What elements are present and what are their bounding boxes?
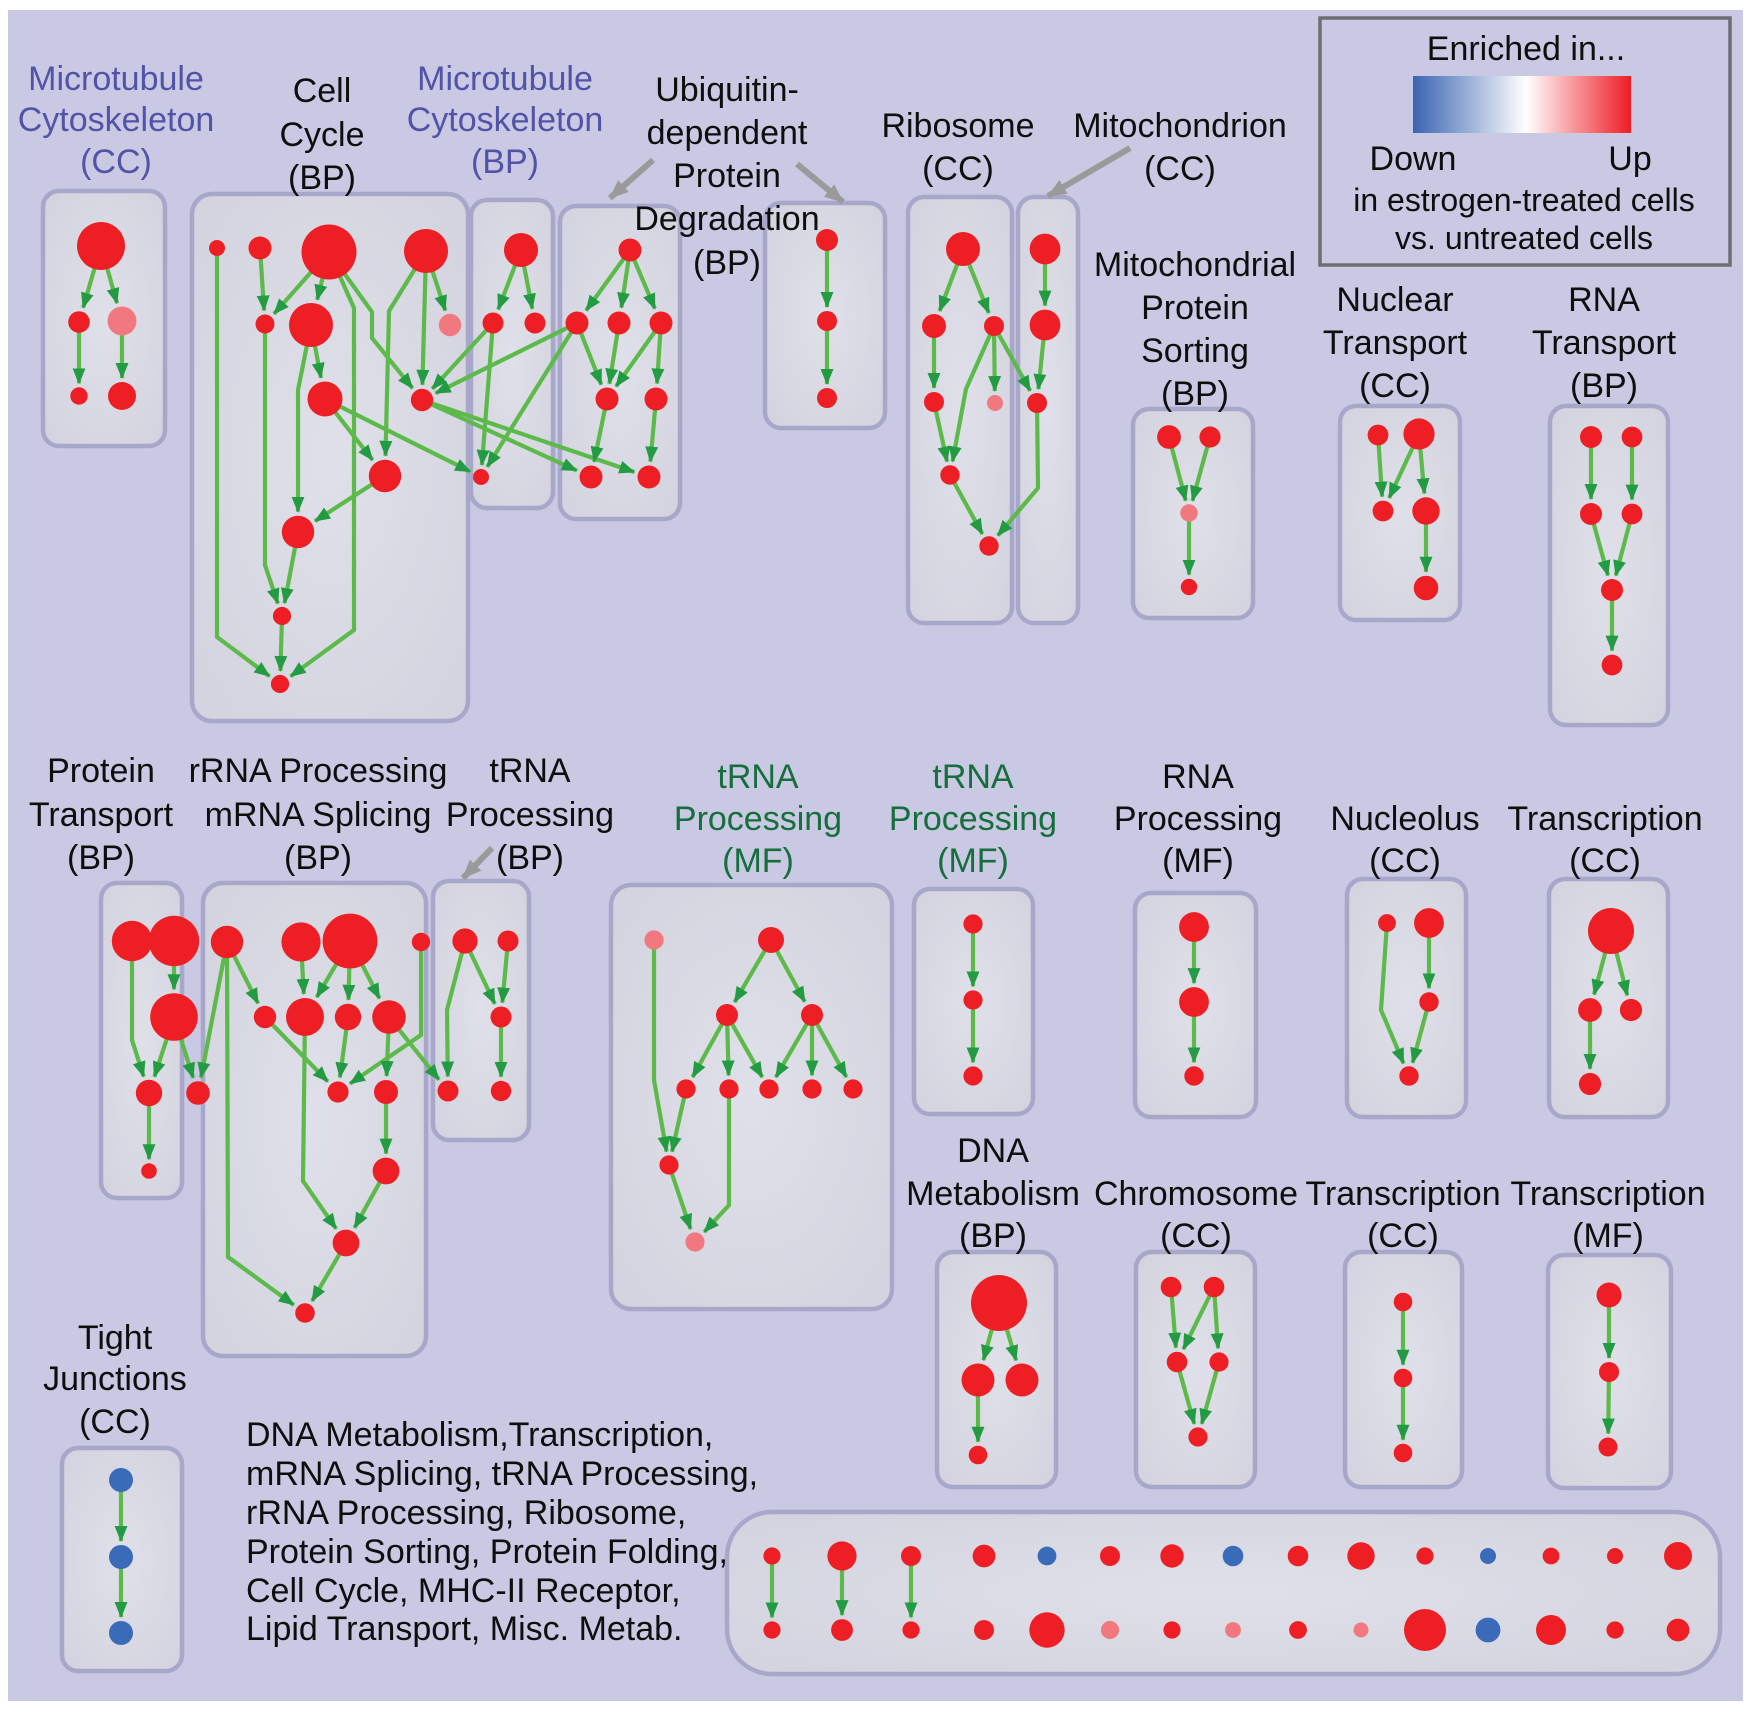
svg-text:Ubiquitin-: Ubiquitin- (655, 71, 799, 109)
svg-text:(BP): (BP) (67, 839, 135, 877)
svg-text:(MF): (MF) (722, 842, 794, 880)
svg-text:dependent: dependent (647, 114, 808, 152)
svg-text:Cell Cycle, MHC-II Receptor,: Cell Cycle, MHC-II Receptor, (246, 1572, 681, 1610)
svg-text:Lipid Transport, Misc. Metab.: Lipid Transport, Misc. Metab. (246, 1610, 683, 1648)
svg-text:(CC): (CC) (80, 143, 152, 181)
svg-text:(MF): (MF) (937, 842, 1009, 880)
svg-text:Protein Sorting, Protein Foldi: Protein Sorting, Protein Folding, (246, 1533, 728, 1571)
svg-text:Transport: Transport (1323, 324, 1468, 362)
svg-text:mRNA Splicing, tRNA Processing: mRNA Splicing, tRNA Processing, (246, 1455, 758, 1493)
svg-text:(CC): (CC) (1359, 367, 1431, 405)
svg-text:(CC): (CC) (1160, 1217, 1232, 1255)
svg-text:Transport: Transport (29, 796, 174, 834)
svg-text:(MF): (MF) (1162, 842, 1234, 880)
svg-text:(BP): (BP) (284, 839, 352, 877)
svg-text:(MF): (MF) (1572, 1217, 1644, 1255)
svg-text:(BP): (BP) (471, 143, 539, 181)
svg-text:Protein: Protein (673, 157, 781, 195)
svg-text:(BP): (BP) (693, 244, 761, 282)
svg-text:Junctions: Junctions (43, 1360, 187, 1398)
svg-text:Cytoskeleton: Cytoskeleton (18, 101, 215, 139)
svg-text:RNA: RNA (1568, 281, 1640, 319)
svg-text:(CC): (CC) (1369, 842, 1441, 880)
svg-text:(CC): (CC) (1569, 842, 1641, 880)
svg-text:Enriched in...: Enriched in... (1427, 30, 1625, 68)
svg-text:DNA: DNA (957, 1132, 1029, 1170)
svg-text:(BP): (BP) (959, 1217, 1027, 1255)
svg-text:rRNA Processing, Ribosome,: rRNA Processing, Ribosome, (246, 1494, 686, 1532)
svg-text:tRNA: tRNA (489, 752, 571, 790)
svg-text:mRNA Splicing: mRNA Splicing (205, 796, 432, 834)
svg-text:Protein: Protein (47, 752, 155, 790)
svg-text:(CC): (CC) (1144, 150, 1216, 188)
svg-text:Processing: Processing (1114, 800, 1282, 838)
svg-text:Up: Up (1608, 140, 1651, 178)
svg-text:Sorting: Sorting (1141, 332, 1249, 370)
svg-text:tRNA: tRNA (932, 758, 1014, 796)
svg-text:(BP): (BP) (288, 159, 356, 197)
svg-text:Mitochondrion: Mitochondrion (1073, 107, 1287, 145)
svg-text:Mitochondrial: Mitochondrial (1094, 246, 1296, 284)
svg-text:Cycle: Cycle (279, 116, 364, 154)
svg-text:Cell: Cell (293, 72, 352, 110)
svg-text:RNA: RNA (1162, 758, 1234, 796)
svg-text:Metabolism: Metabolism (906, 1175, 1080, 1213)
svg-text:vs. untreated cells: vs. untreated cells (1395, 220, 1653, 256)
svg-text:(BP): (BP) (1161, 375, 1229, 413)
svg-text:rRNA Processing: rRNA Processing (189, 752, 448, 790)
svg-text:Chromosome: Chromosome (1094, 1175, 1298, 1213)
svg-text:Down: Down (1370, 140, 1457, 178)
svg-text:Ribosome: Ribosome (881, 107, 1034, 145)
svg-text:(BP): (BP) (496, 839, 564, 877)
svg-text:Degradation: Degradation (634, 200, 819, 238)
svg-text:Transcription: Transcription (1510, 1175, 1705, 1213)
svg-text:Processing: Processing (889, 800, 1057, 838)
svg-text:(CC): (CC) (1367, 1217, 1439, 1255)
svg-text:Transcription: Transcription (1305, 1175, 1500, 1213)
svg-text:Transport: Transport (1532, 324, 1677, 362)
svg-text:(BP): (BP) (1570, 367, 1638, 405)
svg-text:Nuclear: Nuclear (1336, 281, 1453, 319)
svg-text:in estrogen-treated cells: in estrogen-treated cells (1353, 182, 1695, 218)
svg-text:Processing: Processing (674, 800, 842, 838)
svg-text:Tight: Tight (78, 1319, 153, 1357)
svg-text:(CC): (CC) (79, 1403, 151, 1441)
svg-text:Microtubule: Microtubule (417, 60, 593, 98)
svg-text:(CC): (CC) (922, 150, 994, 188)
svg-text:Microtubule: Microtubule (28, 60, 204, 98)
svg-text:Cytoskeleton: Cytoskeleton (407, 101, 604, 139)
svg-text:Protein: Protein (1141, 289, 1249, 327)
svg-text:tRNA: tRNA (717, 758, 799, 796)
svg-text:DNA Metabolism,Transcription,: DNA Metabolism,Transcription, (246, 1416, 713, 1454)
svg-text:Processing: Processing (446, 796, 614, 834)
svg-text:Transcription: Transcription (1507, 800, 1702, 838)
svg-text:Nucleolus: Nucleolus (1330, 800, 1479, 838)
